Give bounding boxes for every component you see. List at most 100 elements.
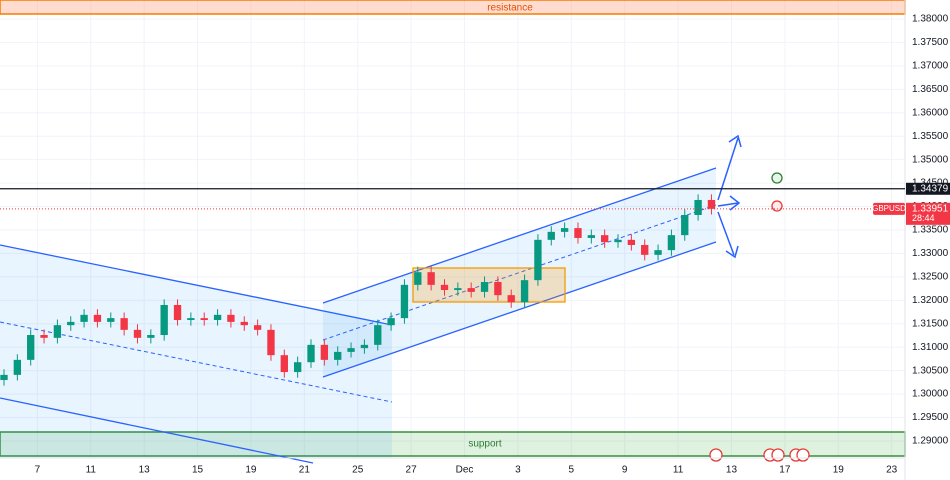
x-tick-label: 13	[139, 465, 151, 476]
candle-body	[560, 228, 569, 232]
last-price-label: 1.33951	[912, 203, 949, 214]
candle-body	[53, 325, 62, 338]
candle-body	[507, 295, 515, 303]
arrow-up	[717, 134, 742, 201]
candle-body	[160, 305, 168, 336]
y-tick-label: 1.31500	[912, 318, 949, 329]
countdown-label: 28:44	[912, 213, 935, 223]
candle-body	[667, 235, 676, 251]
x-tick-label: 15	[192, 465, 204, 476]
x-tick-label: 25	[352, 465, 364, 476]
x-tick-label: 19	[245, 465, 257, 476]
candle-body	[147, 335, 155, 338]
candle-body	[520, 280, 529, 303]
resistance-zone	[0, 0, 906, 15]
channel-line	[0, 397, 314, 464]
x-tick-label: 11	[86, 465, 97, 476]
candle-body	[414, 272, 422, 285]
y-tick-label: 1.37500	[912, 37, 949, 48]
candle-body	[494, 282, 502, 296]
support-label: support	[468, 439, 502, 450]
candle-body	[0, 374, 8, 381]
y-tick-label: 1.33000	[912, 248, 949, 259]
candle-body	[280, 355, 288, 373]
y-tick-label: 1.30000	[912, 389, 949, 400]
symbol-label: GBPUSD	[872, 204, 906, 213]
candle-body	[200, 318, 208, 321]
channel-fill	[0, 245, 392, 458]
x-tick-label: 21	[299, 465, 311, 476]
y-tick-label: 1.33500	[912, 225, 949, 236]
candle-body	[600, 235, 609, 243]
candle-body	[334, 351, 342, 360]
candle-body	[480, 282, 489, 292]
y-tick-label: 1.35500	[912, 131, 949, 142]
signal-circle	[771, 172, 783, 184]
candle-body	[534, 239, 542, 281]
x-tick-label: 23	[886, 465, 898, 476]
x-tick-label: 5	[569, 465, 575, 476]
candle-body	[320, 344, 329, 360]
x-tick-label: 19	[833, 465, 845, 476]
candle-body	[173, 305, 182, 321]
channel-line	[0, 244, 393, 326]
event-icon	[771, 448, 785, 462]
y-tick-label: 1.36500	[912, 84, 949, 95]
candle-body	[133, 329, 142, 338]
candle-body	[267, 329, 275, 356]
channel-midline	[0, 321, 393, 403]
y-tick-label: 1.30500	[912, 365, 949, 376]
candle-body	[387, 318, 395, 326]
x-tick-label: 11	[673, 465, 684, 476]
axes: 1.29000 1.29500 1.30000 1.30500 1.31000 1.315…	[0, 14, 950, 476]
x-tick-label: 9	[622, 465, 628, 476]
candle-body	[467, 288, 475, 292]
symbol-tag	[873, 202, 905, 215]
signal-circle	[771, 200, 783, 212]
candle-body	[293, 362, 302, 373]
candle-body	[120, 318, 128, 330]
candle-body	[547, 231, 555, 240]
range-box	[412, 267, 566, 303]
arrow-side	[717, 195, 741, 211]
candle-body	[694, 199, 702, 215]
event-icon	[709, 448, 723, 462]
x-tick-label: 17	[779, 465, 791, 476]
candle-body	[681, 214, 689, 236]
candle-body	[400, 284, 409, 319]
candle-body	[93, 314, 102, 322]
candle-body	[707, 199, 716, 209]
event-icon	[796, 448, 810, 462]
y-tick-label: 1.29000	[912, 436, 949, 447]
x-tick-label: 27	[406, 465, 418, 476]
candle-body	[654, 250, 662, 255]
candle-body	[614, 239, 622, 243]
support-zone	[0, 431, 906, 457]
level-tag	[906, 182, 950, 195]
candle-body	[67, 321, 75, 326]
candle-body	[587, 235, 595, 238]
resistance-label: resistance	[487, 3, 533, 14]
price-tag	[906, 202, 950, 225]
y-tick-label: 1.32000	[912, 295, 949, 306]
candle-body	[227, 314, 235, 322]
candle-body	[427, 272, 435, 285]
candle-body	[213, 314, 222, 321]
scenario-arrows	[717, 134, 742, 259]
candle-body	[374, 325, 382, 345]
y-tick-label: 1.37000	[912, 61, 949, 72]
candle-body	[440, 284, 449, 291]
candle-body	[80, 314, 88, 322]
y-tick-label: 1.38000	[912, 14, 949, 25]
x-tick-label: Dec	[456, 465, 474, 476]
candle-body	[360, 344, 369, 349]
candle-body	[253, 325, 262, 330]
arrow-down	[717, 211, 739, 259]
candle-body	[107, 318, 115, 322]
y-tick-label: 1.32500	[912, 272, 949, 283]
x-tick-label: 7	[35, 465, 41, 476]
channel-fill	[323, 168, 716, 377]
candle-body	[307, 344, 315, 363]
channel-midline	[322, 204, 717, 341]
